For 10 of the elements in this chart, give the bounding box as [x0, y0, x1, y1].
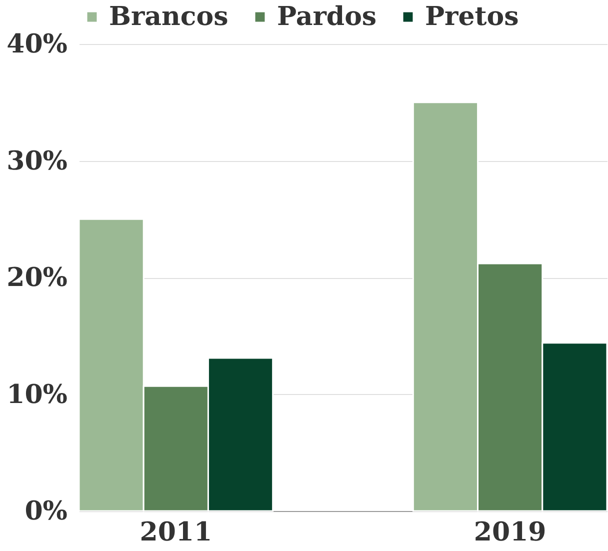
- y-tick-label: 30%: [6, 146, 68, 176]
- y-tick-label: 40%: [6, 30, 68, 60]
- legend-label: Pretos: [425, 2, 519, 32]
- legend-label: Brancos: [109, 2, 228, 32]
- legend-label: Pardos: [277, 2, 377, 32]
- y-tick-label: 0%: [24, 496, 68, 526]
- x-tick-label: 2011: [140, 518, 212, 548]
- y-tick-label: 20%: [6, 263, 68, 293]
- y-tick-label: 10%: [6, 380, 68, 410]
- x-tick-label: 2019: [474, 518, 546, 548]
